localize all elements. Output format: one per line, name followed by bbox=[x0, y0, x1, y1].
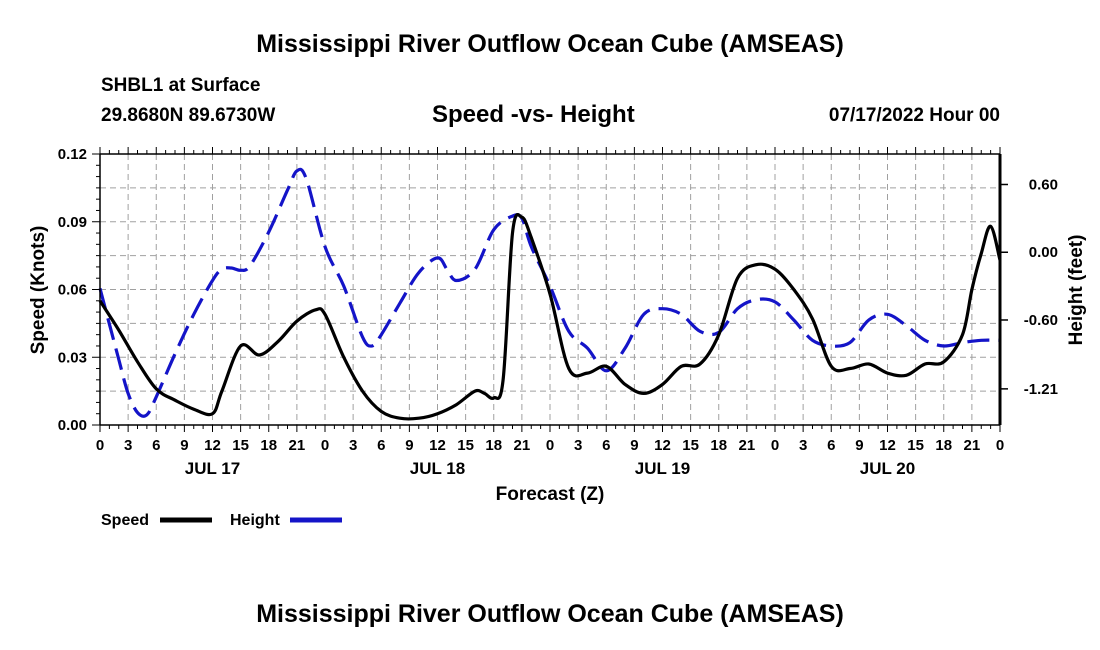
x-tick-label: 18 bbox=[710, 437, 727, 454]
x-day-label: JUL 18 bbox=[410, 459, 465, 478]
x-tick-label: 9 bbox=[405, 437, 413, 454]
x-tick-label: 9 bbox=[630, 437, 638, 454]
axes: 0 3 6 9 12 15 18 21 0 3 6 9 12 15 18 21 0 3 6 9 12 15 18 21 0 3 6 9… bbox=[58, 146, 1058, 478]
x-tick-label: 3 bbox=[799, 437, 807, 454]
x-tick-label: 3 bbox=[349, 437, 357, 454]
speed-series-line bbox=[98, 213, 1002, 421]
x-tick-label: 12 bbox=[654, 437, 671, 454]
x-tick-label: 12 bbox=[204, 437, 221, 454]
x-tick-label: 15 bbox=[907, 437, 924, 454]
x-tick-label: 3 bbox=[124, 437, 132, 454]
y-tick-label: 0.06 bbox=[58, 282, 87, 299]
y2-tick-label: -0.60 bbox=[1024, 312, 1058, 329]
x-day-label: JUL 20 bbox=[860, 459, 915, 478]
x-tick-label: 12 bbox=[879, 437, 896, 454]
x-tick-label: 15 bbox=[232, 437, 249, 454]
y-tick-label: 0.12 bbox=[58, 146, 87, 163]
forecast-datetime: 07/17/2022 Hour 00 bbox=[828, 105, 1000, 126]
x-tick-label: 6 bbox=[827, 437, 835, 454]
figure-title: Mississippi River Outflow Ocean Cube (AM… bbox=[256, 30, 844, 58]
x-tick-label: 15 bbox=[457, 437, 474, 454]
y-axis-label: Speed (Knots) bbox=[28, 226, 49, 355]
x-tick-label: 18 bbox=[935, 437, 952, 454]
series-group bbox=[98, 167, 1002, 421]
bottom-figure-title: Mississippi River Outflow Ocean Cube (AM… bbox=[256, 600, 844, 628]
station-label: SHBL1 at Surface bbox=[101, 75, 261, 96]
legend: Speed Height bbox=[101, 512, 342, 529]
legend-label-speed: Speed bbox=[101, 512, 149, 529]
x-tick-label: 21 bbox=[514, 437, 531, 454]
x-tick-label: 0 bbox=[321, 437, 329, 454]
y-tick-label: 0.09 bbox=[58, 214, 87, 231]
y-tick-label: 0.03 bbox=[58, 349, 87, 366]
y-tick-label: 0.00 bbox=[58, 417, 87, 434]
grid bbox=[100, 154, 1000, 425]
x-tick-label: 0 bbox=[771, 437, 779, 454]
x-tick-label: 6 bbox=[377, 437, 385, 454]
x-tick-label: 6 bbox=[152, 437, 160, 454]
x-axis-label: Forecast (Z) bbox=[496, 484, 605, 505]
x-tick-label: 3 bbox=[574, 437, 582, 454]
x-tick-label: 12 bbox=[429, 437, 446, 454]
x-tick-label: 9 bbox=[180, 437, 188, 454]
x-tick-label: 15 bbox=[682, 437, 699, 454]
x-tick-label: 0 bbox=[546, 437, 554, 454]
x-tick-label: 0 bbox=[996, 437, 1004, 454]
x-tick-label: 0 bbox=[96, 437, 104, 454]
y2-tick-label: 0.60 bbox=[1029, 176, 1058, 193]
y2-tick-label: 0.00 bbox=[1029, 244, 1058, 261]
x-tick-label: 21 bbox=[289, 437, 306, 454]
x-tick-label: 6 bbox=[602, 437, 610, 454]
x-tick-label: 18 bbox=[260, 437, 277, 454]
station-coordinates: 29.8680N 89.6730W bbox=[101, 105, 276, 126]
x-tick-label: 9 bbox=[855, 437, 863, 454]
x-day-label: JUL 19 bbox=[635, 459, 690, 478]
height-series-line bbox=[98, 167, 1001, 418]
x-tick-label: 21 bbox=[739, 437, 756, 454]
x-tick-label: 18 bbox=[485, 437, 502, 454]
chart-subtitle: Speed -vs- Height bbox=[432, 101, 635, 128]
y2-axis-label: Height (feet) bbox=[1066, 235, 1087, 346]
x-day-label: JUL 17 bbox=[185, 459, 240, 478]
y2-tick-label: -1.21 bbox=[1024, 381, 1058, 398]
legend-label-height: Height bbox=[230, 512, 280, 529]
x-tick-label: 21 bbox=[964, 437, 981, 454]
